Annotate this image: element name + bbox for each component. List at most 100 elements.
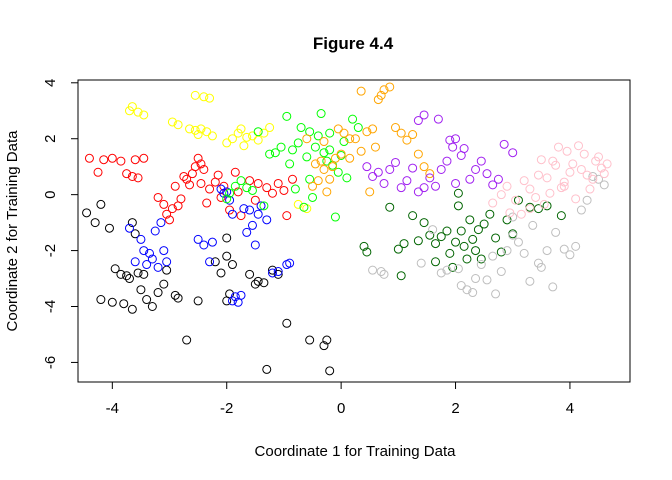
data-point bbox=[290, 184, 300, 194]
data-point bbox=[93, 167, 103, 177]
data-point bbox=[482, 275, 492, 285]
data-point bbox=[451, 237, 461, 247]
data-point bbox=[313, 131, 323, 141]
x-tick-label: 4 bbox=[566, 400, 574, 417]
data-point bbox=[370, 142, 380, 152]
data-point bbox=[396, 271, 406, 281]
data-point bbox=[502, 181, 512, 191]
data-point bbox=[288, 145, 298, 155]
data-point bbox=[185, 180, 195, 190]
data-point bbox=[222, 251, 232, 261]
data-point bbox=[328, 162, 338, 172]
data-point bbox=[476, 156, 486, 166]
data-point bbox=[259, 128, 269, 138]
data-point bbox=[568, 159, 578, 169]
data-point bbox=[496, 190, 506, 200]
data-point bbox=[222, 138, 232, 148]
data-point bbox=[222, 194, 232, 204]
data-point bbox=[442, 265, 452, 275]
data-point bbox=[124, 274, 134, 284]
data-point bbox=[104, 223, 114, 233]
data-point bbox=[542, 246, 552, 256]
data-point bbox=[585, 184, 595, 194]
data-point bbox=[376, 267, 386, 277]
data-point bbox=[207, 131, 217, 141]
data-point bbox=[425, 173, 435, 183]
data-point bbox=[167, 204, 177, 214]
data-point bbox=[433, 114, 443, 124]
data-point bbox=[316, 109, 326, 119]
data-point bbox=[122, 271, 132, 281]
data-point bbox=[285, 159, 295, 169]
data-point bbox=[533, 170, 543, 180]
data-point bbox=[190, 90, 200, 100]
data-point bbox=[139, 246, 149, 256]
data-point bbox=[330, 153, 340, 163]
data-point bbox=[156, 218, 166, 228]
data-point bbox=[293, 138, 303, 148]
data-point bbox=[230, 181, 240, 191]
data-point bbox=[96, 295, 106, 305]
y-tick-label: -6 bbox=[42, 356, 59, 369]
data-point bbox=[419, 110, 429, 120]
data-point bbox=[488, 251, 498, 261]
data-point bbox=[207, 237, 217, 247]
data-point bbox=[310, 159, 320, 169]
data-point bbox=[562, 146, 572, 156]
data-point bbox=[359, 241, 369, 251]
data-point bbox=[308, 192, 318, 202]
data-point bbox=[436, 164, 446, 174]
data-point bbox=[142, 260, 152, 270]
data-point bbox=[476, 254, 486, 264]
data-point bbox=[448, 142, 458, 152]
data-point bbox=[362, 162, 372, 172]
data-point bbox=[479, 219, 489, 229]
x-tick-label: -2 bbox=[220, 400, 233, 417]
data-point bbox=[385, 202, 395, 212]
data-point bbox=[282, 318, 292, 328]
data-point bbox=[124, 223, 134, 233]
data-point bbox=[116, 269, 126, 279]
data-point bbox=[453, 264, 463, 274]
data-point bbox=[182, 174, 192, 184]
data-point bbox=[82, 208, 92, 218]
data-point bbox=[193, 296, 203, 306]
data-point bbox=[127, 171, 137, 181]
data-point bbox=[465, 215, 475, 225]
data-point bbox=[242, 132, 252, 142]
data-point bbox=[150, 226, 160, 236]
data-point bbox=[559, 181, 569, 191]
data-point bbox=[431, 257, 441, 267]
data-point bbox=[282, 111, 292, 121]
data-point bbox=[253, 135, 263, 145]
data-point bbox=[448, 262, 458, 272]
data-point bbox=[513, 237, 523, 247]
data-point bbox=[267, 268, 277, 278]
data-point bbox=[462, 285, 472, 295]
data-point bbox=[313, 176, 323, 186]
data-point bbox=[350, 134, 360, 144]
data-point bbox=[545, 188, 555, 198]
data-point bbox=[511, 195, 521, 205]
data-point bbox=[319, 341, 329, 351]
data-points bbox=[82, 82, 612, 376]
data-point bbox=[162, 209, 172, 219]
data-point bbox=[468, 288, 478, 298]
data-point bbox=[533, 204, 543, 214]
data-point bbox=[239, 204, 249, 214]
data-point bbox=[482, 169, 492, 179]
data-point bbox=[491, 289, 501, 299]
data-point bbox=[236, 176, 246, 186]
data-point bbox=[476, 260, 486, 270]
data-point bbox=[167, 117, 177, 127]
chart-title: Figure 4.4 bbox=[313, 34, 394, 53]
data-point bbox=[302, 134, 312, 144]
data-point bbox=[539, 199, 549, 209]
data-point bbox=[133, 107, 143, 117]
data-point bbox=[193, 234, 203, 244]
data-point bbox=[516, 209, 526, 219]
data-point bbox=[84, 153, 94, 163]
data-point bbox=[205, 184, 215, 194]
data-point bbox=[190, 162, 200, 172]
